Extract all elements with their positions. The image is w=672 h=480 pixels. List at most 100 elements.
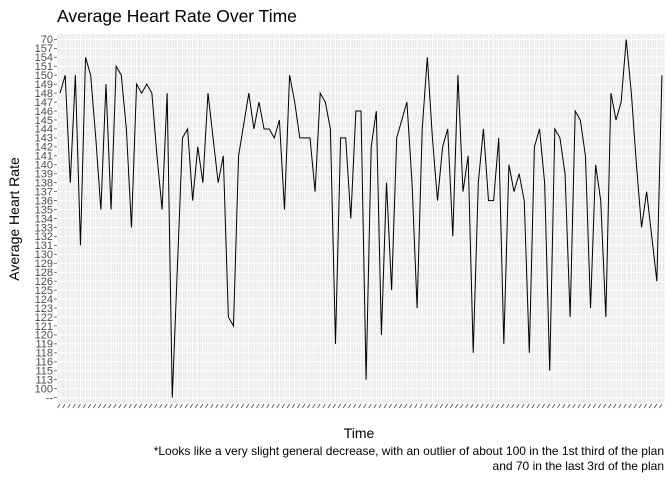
x-tick-mark — [291, 403, 296, 409]
y-tick-label: 146 — [35, 106, 53, 118]
x-tick-mark — [322, 403, 326, 409]
y-tick-label: 142 — [35, 142, 53, 154]
x-tick-mark — [179, 403, 183, 409]
caption-line-1: *Looks like a very slight general decrea… — [153, 444, 664, 458]
x-tick-mark — [184, 403, 188, 409]
x-tick-mark — [368, 403, 372, 409]
x-tick-mark — [87, 403, 92, 409]
x-tick-mark — [475, 403, 479, 409]
y-tick-label: 148 — [35, 88, 53, 100]
y-tick-label: 125 — [35, 285, 53, 297]
x-tick-mark — [62, 403, 66, 409]
x-tick-mark — [113, 403, 117, 409]
x-tick-mark — [337, 403, 341, 409]
x-tick-mark — [618, 403, 622, 409]
x-tick-mark — [577, 403, 581, 409]
x-tick-mark — [541, 403, 545, 409]
y-tick-label: 145 — [35, 115, 53, 127]
x-tick-mark — [455, 403, 459, 409]
x-tick-mark — [582, 403, 586, 409]
x-tick-mark — [256, 403, 260, 409]
x-tick-mark — [154, 403, 158, 409]
x-tick-mark — [521, 403, 525, 409]
y-tick-label: 100 — [35, 383, 53, 395]
y-tick-label: 124 — [35, 294, 53, 306]
grid-lines — [57, 34, 665, 403]
x-tick-mark — [409, 403, 413, 409]
x-tick-mark — [215, 403, 219, 409]
y-tick-label: 121 — [35, 321, 53, 333]
y-axis-ticks: --10011311511611811912012112212312412512… — [35, 34, 57, 404]
x-tick-mark — [353, 403, 357, 409]
x-tick-mark — [103, 403, 107, 409]
x-tick-mark — [271, 403, 275, 409]
x-tick-mark — [516, 403, 520, 409]
x-tick-mark — [358, 403, 362, 409]
x-tick-mark — [266, 403, 270, 409]
x-tick-mark — [342, 403, 347, 409]
y-tick-label: 131 — [35, 240, 53, 252]
x-tick-mark — [82, 403, 86, 409]
x-tick-mark — [648, 403, 653, 409]
caption: *Looks like a very slight general decrea… — [154, 444, 664, 474]
y-axis-label: Average Heart Rate — [6, 157, 22, 281]
x-tick-mark — [449, 403, 454, 409]
y-tick-label: 115 — [35, 366, 53, 378]
x-tick-mark — [77, 403, 81, 409]
x-tick-mark — [470, 403, 474, 409]
y-tick-label: 151 — [35, 61, 53, 73]
x-tick-mark — [149, 403, 153, 409]
y-tick-label: 137 — [35, 186, 53, 198]
x-tick-mark — [404, 403, 408, 409]
x-tick-mark — [602, 403, 607, 409]
x-tick-mark — [200, 403, 204, 409]
x-tick-mark — [414, 403, 418, 409]
x-tick-mark — [597, 403, 602, 409]
x-tick-mark — [281, 403, 285, 409]
x-tick-mark — [511, 403, 515, 409]
x-tick-mark — [567, 403, 571, 409]
y-tick-label: 141 — [35, 151, 53, 163]
x-tick-mark — [628, 403, 632, 409]
x-tick-mark — [332, 403, 336, 409]
y-tick-label: 130 — [35, 249, 53, 261]
y-tick-label: 134 — [35, 213, 53, 225]
x-axis-label: Time — [344, 425, 375, 441]
x-tick-mark — [480, 403, 484, 409]
x-tick-mark — [67, 403, 71, 409]
x-tick-mark — [317, 403, 321, 409]
x-tick-mark — [327, 403, 331, 409]
x-tick-mark — [465, 403, 469, 409]
x-tick-mark — [557, 403, 561, 409]
x-tick-mark — [261, 403, 265, 409]
y-tick-label: 119 — [35, 339, 53, 351]
y-tick-label: 116 — [35, 357, 53, 369]
x-tick-mark — [485, 403, 489, 409]
x-tick-mark — [659, 403, 663, 409]
x-tick-mark — [373, 403, 377, 409]
x-tick-mark — [225, 403, 229, 409]
x-tick-mark — [623, 403, 627, 409]
x-tick-mark — [551, 403, 556, 409]
x-tick-mark — [460, 403, 464, 409]
x-tick-mark — [546, 403, 551, 409]
y-tick-label: -- — [46, 392, 54, 404]
y-tick-label: 113 — [35, 375, 53, 387]
y-tick-label: 132 — [35, 231, 53, 243]
x-tick-mark — [490, 403, 494, 409]
x-tick-mark — [506, 403, 510, 409]
x-tick-mark — [108, 403, 112, 409]
y-tick-label: 139 — [35, 169, 53, 181]
x-tick-mark — [174, 403, 178, 409]
x-tick-mark — [587, 403, 591, 409]
x-tick-mark — [424, 403, 428, 409]
x-tick-mark — [98, 403, 102, 409]
y-tick-label: 133 — [35, 222, 53, 234]
y-tick-label: 129 — [35, 258, 53, 270]
x-tick-mark — [434, 403, 438, 409]
x-tick-mark — [240, 403, 245, 409]
x-tick-mark — [230, 403, 234, 409]
x-tick-mark — [398, 403, 403, 409]
x-tick-mark — [57, 403, 61, 409]
